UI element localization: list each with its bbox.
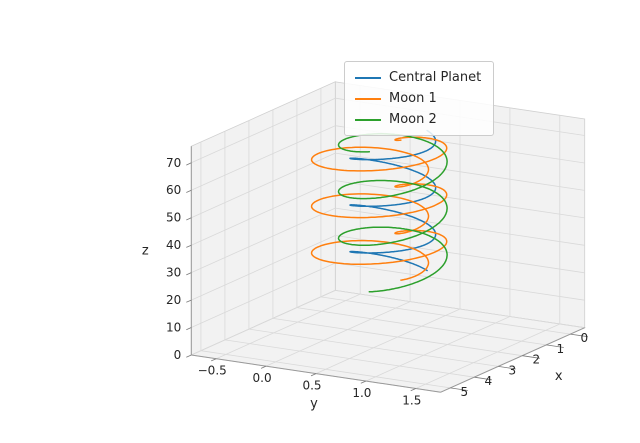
x-tick-label: 4 — [484, 374, 492, 388]
y-tick-label: −0.5 — [198, 364, 227, 378]
y-tick-label: 0.0 — [253, 371, 272, 385]
y-tick-label: 1.0 — [352, 386, 371, 400]
legend: Central Planet Moon 1 Moon 2 — [344, 61, 495, 136]
x-axis-title: x — [555, 369, 563, 384]
legend-item-moon-1: Moon 1 — [355, 91, 481, 106]
z-tick-label: 30 — [166, 266, 181, 280]
series-lines — [310, 129, 448, 293]
y-tick-label: 0.5 — [302, 379, 321, 393]
legend-label-moon-1: Moon 1 — [389, 91, 437, 106]
z-tick-label: 60 — [166, 183, 181, 197]
series-line-moon-2 — [337, 133, 448, 293]
z-tick-label: 70 — [166, 156, 181, 170]
legend-item-central-planet: Central Planet — [355, 70, 481, 85]
z-tick-label: 0 — [174, 348, 182, 362]
z-tick-label: 50 — [166, 211, 181, 225]
legend-line-moon-2 — [355, 118, 381, 121]
y-tick-label: 1.5 — [402, 394, 421, 408]
x-tick-label: 1 — [556, 342, 564, 356]
z-tick-label: 20 — [166, 293, 181, 307]
tick-marks — [186, 162, 588, 392]
legend-item-moon-2: Moon 2 — [355, 112, 481, 127]
y-axis-title: y — [310, 397, 318, 412]
z-tick-label: 10 — [166, 321, 181, 335]
legend-label-moon-2: Moon 2 — [389, 112, 437, 127]
grid-lines — [191, 85, 585, 389]
x-tick-label: 3 — [508, 363, 516, 377]
series-line-moon-1 — [310, 136, 448, 281]
x-tick-label: 5 — [460, 385, 468, 399]
legend-line-moon-1 — [355, 97, 381, 100]
legend-label-central-planet: Central Planet — [389, 70, 482, 85]
series-line-central-planet — [349, 129, 437, 272]
legend-line-central-planet — [355, 76, 381, 79]
axis-labels: 0 1 2 3 4 5 −0.5 0.0 0.5 1.0 1.5 0 10 20 30 40 50 60 70 x y z — [142, 156, 588, 412]
x-tick-label: 2 — [532, 353, 540, 367]
z-tick-label: 40 — [166, 238, 181, 252]
z-axis-title: z — [142, 244, 149, 259]
x-tick-label: 0 — [580, 331, 588, 345]
